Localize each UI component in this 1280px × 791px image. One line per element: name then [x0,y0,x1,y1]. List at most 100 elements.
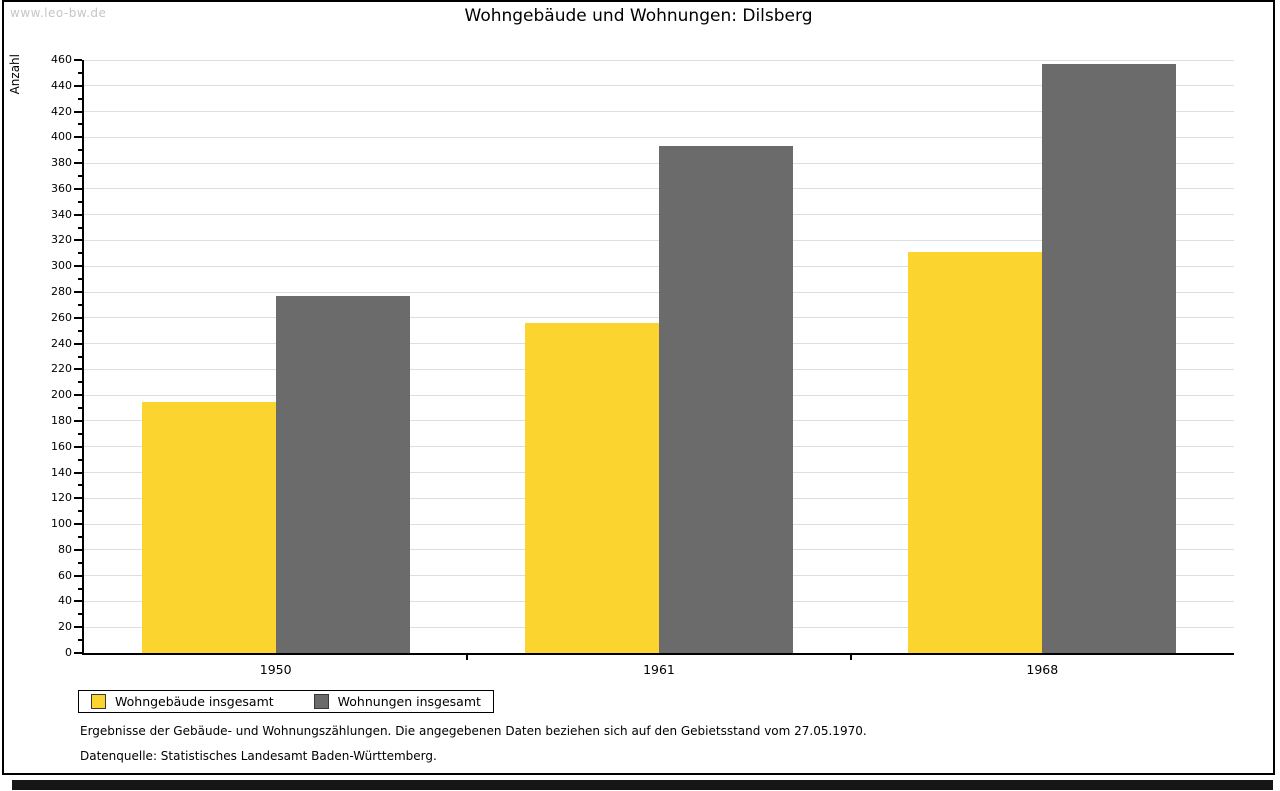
y-gridline [84,111,1234,113]
y-tick-major [74,239,82,242]
bar-wohnungen-insgesamt-1950 [275,295,410,653]
y-tick-major [74,574,82,577]
y-tick-major [74,368,82,371]
y-tick-label: 60 [58,568,72,582]
y-tick-minor [78,226,82,229]
bar-wohnungen-insgesamt-1968 [1042,63,1177,653]
y-tick-minor [78,175,82,178]
plot-area: 0 20 40 60 80 100 120 140 160 180 200 220 240 260 280 3… [51,53,1234,677]
y-axis-title: Anzahl [8,54,22,95]
x-tick [466,655,469,660]
y-tick-label: 300 [51,259,72,273]
y-tick-minor [78,587,82,590]
x-tick [849,655,852,660]
y-tick-label: 340 [51,207,72,221]
chart-title: Wohngebäude und Wohnungen: Dilsberg [464,6,813,26]
y-tick-minor [78,639,82,642]
y-tick-major [74,84,82,87]
y-tick-label: 320 [51,233,72,247]
y-tick-minor [78,278,82,281]
x-category-label: 1968 [1026,662,1059,677]
y-tick-major [74,652,82,654]
y-tick-label: 360 [51,181,72,195]
legend: Wohngebäude insgesamt Wohnungen insgesam… [78,690,494,713]
y-tick-minor [78,303,82,306]
y-tick-minor [78,432,82,435]
y-tick-minor [78,252,82,255]
legend-label-wohngebaeude: Wohngebäude insgesamt [115,694,274,709]
y-tick-minor [78,561,82,564]
y-tick-major [74,626,82,629]
y-gridline [84,85,1234,87]
y-tick-label: 200 [51,388,72,402]
x-category-label: 1961 [643,662,675,677]
watermark: www.leo-bw.de [10,6,107,20]
y-tick-label: 20 [58,620,72,634]
y-tick-label: 380 [51,156,72,170]
legend-item-wohnungen: Wohnungen insgesamt [313,694,481,709]
y-tick-minor [78,484,82,487]
y-gridline [84,136,1234,138]
y-tick-minor [78,149,82,152]
y-tick-label: 80 [58,542,72,556]
y-tick-minor [78,329,82,332]
bar-wohngeb-ude-insgesamt-1961 [525,322,659,653]
y-tick-major [74,394,82,397]
y-tick-minor [78,123,82,126]
y-tick-label: 460 [51,53,72,66]
y-tick-major [74,213,82,216]
legend-label-wohnungen: Wohnungen insgesamt [337,694,481,709]
legend-item-wohngebaeude: Wohngebäude insgesamt [91,694,274,709]
y-tick-major [74,59,82,61]
y-tick-minor [78,97,82,100]
y-tick-label: 420 [51,104,72,118]
y-tick-minor [78,458,82,461]
bar-wohnungen-insgesamt-1961 [659,146,793,653]
y-tick-label: 0 [65,646,72,659]
y-tick-label: 260 [51,310,72,324]
y-tick-label: 180 [51,413,72,427]
y-tick-major [74,265,82,268]
y-tick-minor [78,200,82,203]
y-tick-major [74,136,82,139]
x-category-label: 1950 [259,662,292,677]
y-tick-minor [78,535,82,538]
y-tick-major [74,162,82,165]
y-tick-major [74,110,82,113]
y-tick-major [74,342,82,345]
y-tick-label: 220 [51,362,72,376]
footnote-line-2: Datenquelle: Statistisches Landesamt Bad… [80,749,437,763]
y-tick-label: 140 [51,465,72,479]
y-tick-label: 40 [58,594,72,608]
footnote-line-1: Ergebnisse der Gebäude- und Wohnungszähl… [80,724,867,738]
y-tick-minor [78,355,82,358]
y-tick-major [74,471,82,474]
y-tick-minor [78,381,82,384]
y-gridline [84,59,1234,61]
y-tick-major [74,419,82,422]
bar-wohngeb-ude-insgesamt-1950 [141,401,276,653]
y-tick-label: 280 [51,285,72,299]
y-tick-label: 120 [51,491,72,505]
y-tick-major [74,291,82,294]
frame-shadow [12,780,1273,790]
y-tick-major [74,497,82,500]
y-tick-major [74,187,82,190]
y-tick-label: 100 [51,517,72,531]
y-tick-major [74,548,82,551]
legend-swatch-gray [313,694,329,709]
legend-swatch-yellow [91,694,106,709]
y-tick-major [74,600,82,603]
y-tick-minor [78,510,82,513]
y-tick-label: 240 [51,336,72,350]
y-tick-major [74,523,82,526]
y-tick-minor [78,407,82,410]
y-tick-label: 160 [51,439,72,453]
y-tick-minor [78,71,82,74]
bar-wohngeb-ude-insgesamt-1968 [908,252,1043,653]
y-tick-label: 400 [51,130,72,144]
y-tick-label: 440 [51,78,72,92]
y-tick-minor [78,613,82,616]
y-tick-major [74,316,82,319]
chart-frame: www.leo-bw.de Wohngebäude und Wohnungen:… [2,0,1275,775]
